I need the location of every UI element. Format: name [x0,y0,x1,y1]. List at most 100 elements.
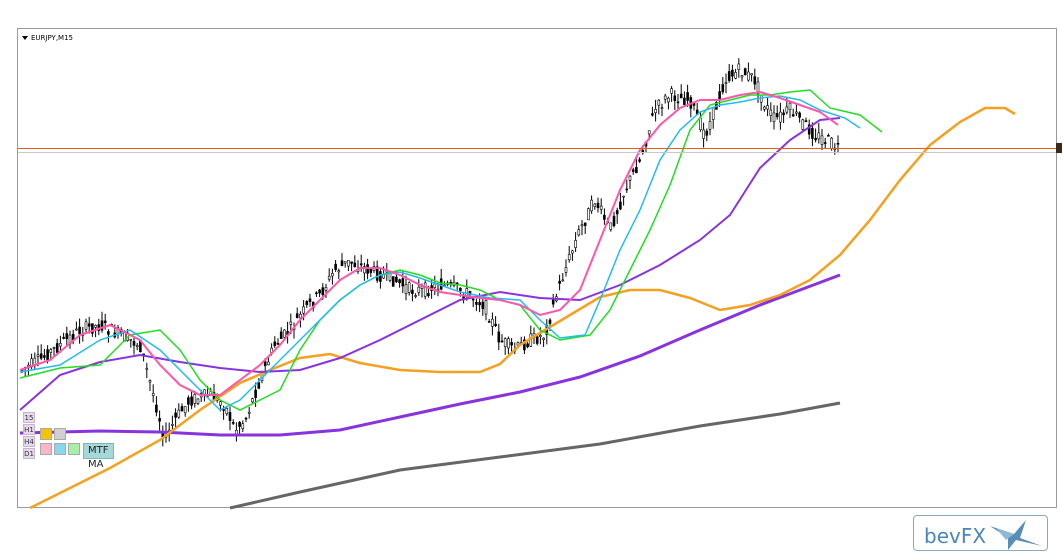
candle-body [148,380,152,383]
candle-body [276,342,280,345]
candle-body [564,267,568,273]
candle-body [174,412,177,418]
timeframe-h1[interactable]: H1 [23,424,35,435]
candle-body [193,393,197,404]
candle-body [427,293,430,296]
candle-body [683,97,686,105]
candle-body [491,318,494,327]
ma-purple-mid [19,117,841,411]
candle-body [155,404,158,413]
candle-body [257,382,261,389]
candle-body [251,398,254,403]
candle-body [244,417,248,420]
candle-body [817,132,821,140]
color-box-green[interactable] [68,443,80,455]
candle-body [241,423,245,429]
candle-body [228,412,232,421]
candle-body [318,289,321,294]
candle-body [625,188,629,191]
candle-body [807,124,811,135]
candle-body [59,343,62,347]
candle-body [279,331,283,339]
candle-body [151,393,155,396]
candle-body [811,127,814,139]
candle-body [654,108,657,114]
candle-body [481,301,485,310]
candle-body [603,214,606,220]
candle-body [289,321,293,325]
candle-body [484,300,488,315]
candle-body [407,282,411,293]
candle-body [263,361,267,367]
candle-body [561,279,565,282]
candle-body [75,328,78,331]
candle-body [107,331,110,335]
candle-body [711,107,715,120]
candle-body [132,341,136,346]
ma-purple-slow [19,273,841,437]
candle-body [187,397,190,405]
candle-body [699,117,702,130]
candlesticks [20,58,840,447]
chart-window[interactable] [17,28,1057,508]
dropdown-triangle-icon[interactable] [22,36,28,40]
candle-body [321,287,325,296]
candle-body [196,398,200,404]
candle-body [369,268,373,273]
candle-body [734,72,737,79]
bevfx-logo: bevFX [913,515,1048,551]
candle-body [673,95,677,101]
color-box-cyan[interactable] [54,443,66,455]
candle-body [219,401,222,406]
candle-body [222,409,225,411]
candle-body [231,422,235,424]
candle-body [612,215,616,227]
candle-body [39,353,43,359]
candle-body [727,71,731,81]
candle-body [353,262,357,268]
candle-body [43,355,46,358]
candle-body [343,261,347,264]
mtf-ma-button[interactable]: MTF MA [83,443,114,470]
candle-body [574,240,577,248]
color-box-pink[interactable] [40,443,52,455]
candle-body [523,339,526,351]
candle-body [471,298,475,301]
candle-body [801,119,805,130]
candle-body [225,407,229,415]
ma-cyan [19,95,861,411]
candle-body [638,159,641,162]
candle-body [65,333,69,339]
candle-body [177,409,181,418]
candle-body [551,299,555,305]
candle-body [145,367,149,370]
candle-body [78,326,81,335]
candle-body [660,107,664,109]
candle-body [247,411,251,414]
candle-body [190,396,193,406]
timeframe-d1[interactable]: D1 [23,448,35,459]
symbol-label[interactable]: EURJPY,M15 [22,34,73,42]
candle-body [135,345,139,347]
candle-body [558,280,561,284]
candle-body [84,321,88,330]
candle-body [631,169,635,172]
candle-body [487,321,491,323]
candle-body [785,106,789,113]
candle-body [324,287,328,291]
candle-body [708,121,712,130]
candle-body [375,266,379,281]
color-box-yellow[interactable] [40,428,52,440]
timeframe-15[interactable]: 15 [23,412,35,423]
candle-body [795,111,798,114]
candle-body [158,418,161,422]
candle-body [379,271,382,282]
candle-body [299,314,302,319]
color-box-gray[interactable] [54,428,66,440]
ask-price-line [18,152,1056,153]
candle-body [571,250,574,254]
candle-body [507,338,510,349]
candle-body [577,229,581,236]
timeframe-h4[interactable]: H4 [23,436,35,447]
